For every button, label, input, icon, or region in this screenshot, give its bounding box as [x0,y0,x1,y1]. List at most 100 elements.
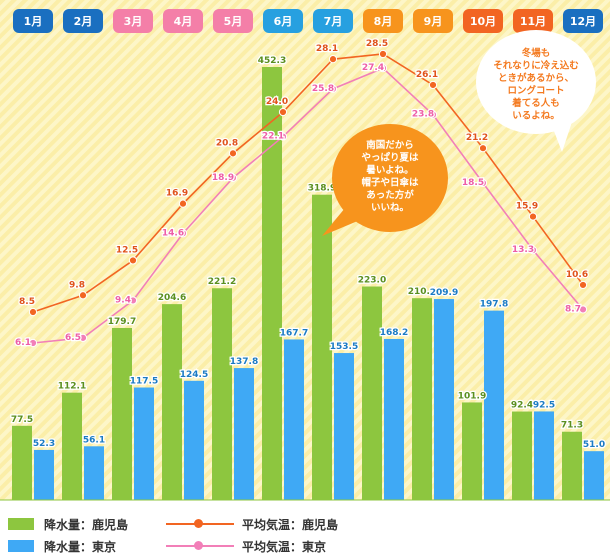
bar-label-kagoshima: 112.1 [58,382,86,392]
temp-label-kagoshima: 16.9 [166,189,188,199]
bar-rain-tokyo [434,299,454,500]
bar-label-tokyo: 168.2 [380,328,408,338]
bar-label-kagoshima: 71.3 [561,421,583,431]
month-tab: 12月 [563,9,603,33]
bar-rain-tokyo [384,338,404,500]
bar-rain-tokyo [484,310,504,500]
month-tab: 9月 [413,9,453,33]
bubble-text-line: 帽子や日傘は [361,177,419,189]
bar-label-tokyo: 92.5 [533,400,555,410]
bar-rain-kagoshima [512,411,532,500]
point-temp-kagoshima [28,307,38,317]
bar-rain-tokyo [234,368,254,500]
bar-label-tokyo: 209.9 [430,288,458,298]
bar-label-tokyo: 153.5 [330,342,358,352]
point-temp-kagoshima [278,107,288,117]
bar-rain-kagoshima [562,431,582,500]
temp-label-kagoshima: 12.5 [116,245,138,255]
bar-rain-kagoshima [162,304,182,500]
temp-label-tokyo: 6.1 [15,338,31,348]
bar-rain-kagoshima [412,298,432,500]
temp-label-kagoshima: 21.2 [466,133,488,143]
bar-label-kagoshima: 318.9 [308,184,336,194]
temp-label-kagoshima: 10.6 [566,270,588,280]
point-temp-tokyo [528,246,538,255]
month-tab: 6月 [263,9,303,33]
bubble-text-line: いいね。 [371,203,409,214]
temp-label-tokyo: 18.9 [212,173,234,183]
month-tab-label: 10月 [470,15,496,28]
point-temp-tokyo [478,178,488,188]
point-temp-kagoshima [478,144,488,153]
month-tab-label: 12月 [570,15,596,28]
bar-label-kagoshima: 92.4 [511,401,533,411]
bar-rain-kagoshima [312,194,332,501]
bar-label-tokyo: 137.8 [230,357,258,367]
bar-rain-kagoshima [462,402,482,500]
point-temp-tokyo [378,64,388,73]
temp-label-kagoshima: 26.1 [416,70,438,80]
temp-label-tokyo: 23.8 [412,110,434,120]
bubble-text-line: 冬場も [522,47,551,59]
temp-label-tokyo: 18.5 [462,178,484,188]
temp-label-kagoshima: 28.5 [366,39,388,49]
line-temp-tokyo [32,67,584,344]
line-temp-kagoshima [32,53,584,313]
month-tab-label: 9月 [424,15,443,28]
bars [12,67,604,501]
point-temp-kagoshima [328,55,338,64]
temp-label-tokyo: 13.3 [512,245,534,255]
bar-label-kagoshima: 221.2 [208,277,236,287]
month-tab-label: 3月 [124,15,143,28]
temp-label-kagoshima: 20.8 [216,138,238,148]
bar-label-tokyo: 56.1 [83,435,105,445]
month-tab: 8月 [363,9,403,33]
point-temp-tokyo [78,333,88,342]
bar-rain-tokyo [84,446,104,500]
temp-label-kagoshima: 24.0 [266,97,288,107]
bar-rain-kagoshima [62,392,82,500]
point-temp-tokyo [228,173,238,182]
temp-label-kagoshima: 8.5 [19,297,35,307]
month-tab: 7月 [313,9,353,33]
point-temp-tokyo [278,132,288,141]
month-tab: 5月 [213,9,253,33]
point-temp-tokyo [28,338,38,348]
bubble-text-line: やっぱり夏は [361,152,419,164]
temp-label-tokyo: 27.4 [362,63,384,73]
month-tab-label: 11月 [520,15,546,28]
bar-rain-kagoshima [212,288,232,500]
temp-label-kagoshima: 15.9 [516,202,538,212]
temp-label-kagoshima: 28.1 [316,44,338,54]
bar-rain-kagoshima [12,425,32,500]
month-tab-label: 5月 [224,15,243,28]
point-temp-tokyo [328,84,338,93]
temp-label-tokyo: 25.8 [312,84,334,94]
bubble-text-line: あった方が [366,189,414,201]
bar-rain-kagoshima [262,67,282,500]
temp-label-tokyo: 14.6 [162,228,184,238]
bar-rain-tokyo [134,387,154,500]
bar-label-kagoshima: 223.0 [358,276,386,286]
bar-rain-tokyo [284,339,304,500]
bubble-text-line: 着てる人も [511,97,560,109]
month-tab-label: 2月 [74,15,93,28]
bubble-text-line: ロングコート [507,85,564,97]
temperature-lines [28,49,588,348]
point-temp-kagoshima [78,291,88,300]
speech-bubbles: 南国だからやっぱり夏は暑いよね。帽子や日傘はあった方がいいね。冬場もそれなりに冷… [322,30,596,236]
bar-rain-tokyo [534,411,554,500]
bar-rain-kagoshima [362,286,382,500]
month-tab: 11月 [513,9,553,33]
data-labels: 77.5 112.1 179.7 204.6 221.2 452.3 318.9 223.0 2… [10,38,607,452]
bar-label-tokyo: 124.5 [180,370,208,380]
bubble-text-line: それなりに冷え込む [493,60,579,72]
month-tab: 3月 [113,9,153,33]
month-tab: 4月 [163,9,203,33]
month-tab-label: 6月 [274,15,293,28]
temp-label-tokyo: 8.7 [565,304,581,314]
month-tab: 1月 [13,9,53,33]
